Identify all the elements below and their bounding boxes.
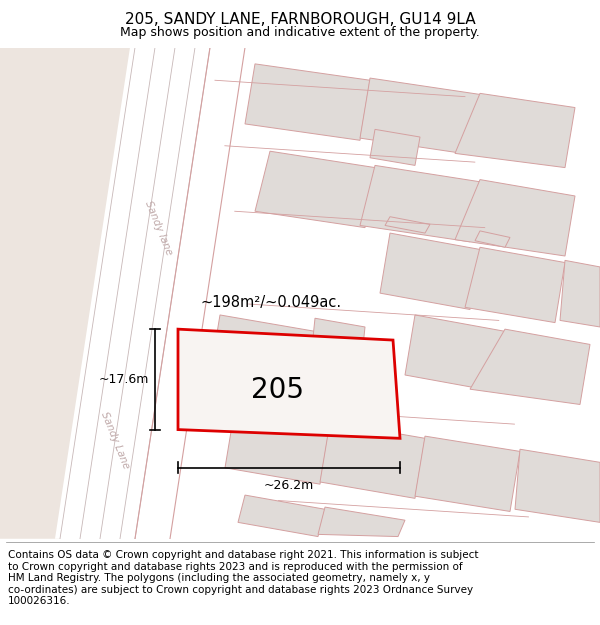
Polygon shape: [380, 233, 480, 309]
Text: ~17.6m: ~17.6m: [98, 373, 149, 386]
Polygon shape: [370, 129, 420, 166]
Polygon shape: [135, 48, 600, 539]
Polygon shape: [360, 166, 480, 242]
Polygon shape: [255, 151, 375, 228]
Polygon shape: [225, 408, 330, 484]
Polygon shape: [560, 261, 600, 327]
Text: Sandy Lane: Sandy Lane: [99, 411, 131, 471]
Polygon shape: [455, 93, 575, 168]
Polygon shape: [238, 495, 325, 537]
Polygon shape: [455, 179, 575, 256]
Polygon shape: [515, 449, 600, 522]
Text: ~198m²/~0.049ac.: ~198m²/~0.049ac.: [200, 294, 341, 309]
Polygon shape: [415, 436, 520, 511]
Text: Map shows position and indicative extent of the property.: Map shows position and indicative extent…: [120, 26, 480, 39]
Text: ~26.2m: ~26.2m: [264, 479, 314, 492]
Polygon shape: [385, 217, 430, 233]
Polygon shape: [178, 329, 400, 438]
Text: Contains OS data © Crown copyright and database right 2021. This information is : Contains OS data © Crown copyright and d…: [8, 550, 478, 606]
Text: 205, SANDY LANE, FARNBOROUGH, GU14 9LA: 205, SANDY LANE, FARNBOROUGH, GU14 9LA: [125, 12, 475, 27]
Polygon shape: [318, 507, 405, 537]
Polygon shape: [245, 64, 370, 140]
Polygon shape: [310, 318, 365, 375]
Text: 205: 205: [251, 376, 304, 404]
Polygon shape: [95, 48, 210, 539]
Polygon shape: [0, 48, 150, 539]
Text: Sandy lane: Sandy lane: [143, 199, 173, 256]
Polygon shape: [465, 248, 565, 322]
Polygon shape: [210, 315, 315, 391]
Polygon shape: [470, 329, 590, 404]
Polygon shape: [320, 422, 425, 498]
Polygon shape: [405, 315, 505, 391]
Polygon shape: [55, 48, 170, 539]
Polygon shape: [475, 231, 510, 248]
Polygon shape: [360, 78, 480, 154]
